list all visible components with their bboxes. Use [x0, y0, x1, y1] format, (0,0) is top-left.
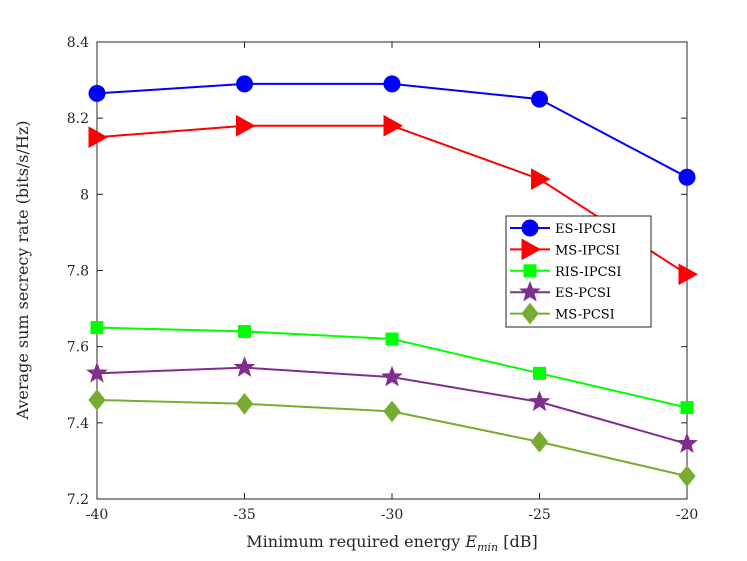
x-tick-label: -40 [86, 507, 109, 523]
data-point [676, 432, 698, 454]
data-point [233, 356, 256, 377]
data-point [381, 365, 403, 387]
data-point [531, 168, 551, 190]
legend-label: MS-IPCSI [555, 243, 620, 258]
data-point [235, 392, 254, 415]
data-point [88, 84, 106, 102]
y-axis-label: Average sum secrecy rate (bits/s/Hz) [13, 120, 32, 420]
y-tick-label: 8 [80, 187, 89, 203]
legend-label: RIS-IPCSI [555, 265, 622, 280]
data-point [383, 400, 401, 423]
series-ms-ipcsi [88, 114, 699, 286]
series-es-pcsi [86, 356, 698, 454]
y-tick-label: 7.8 [67, 264, 89, 280]
x-tick-label: -30 [381, 507, 404, 523]
x-axis-label: Minimum required energy Emin [dB] [246, 532, 537, 554]
data-point [678, 168, 696, 186]
data-point [238, 324, 251, 338]
y-tick-label: 7.4 [67, 416, 89, 432]
legend-marker [519, 280, 541, 302]
data-point [86, 361, 108, 383]
data-point [383, 75, 401, 93]
data-point [678, 465, 696, 487]
legend-label: MS-PCSI [555, 308, 615, 323]
data-point [678, 263, 699, 286]
legend: ES-IPCSI MS-IPCSI RIS-IPCSI ES-PCSI MS-PCSI [505, 215, 652, 328]
legend-marker [521, 302, 539, 325]
legend-item: ES-IPCSI [510, 219, 616, 237]
y-tick-label: 8.4 [67, 35, 89, 51]
series-layer [86, 75, 699, 487]
legend-marker [521, 219, 539, 237]
legend-marker [523, 264, 537, 278]
data-point [383, 114, 404, 137]
data-point [533, 366, 546, 380]
legend-item: ES-PCSI [510, 280, 611, 302]
data-point [528, 390, 551, 412]
data-point [530, 431, 549, 453]
legend-item: MS-IPCSI [510, 238, 620, 261]
legend-marker [521, 238, 542, 261]
axis-ticks: -40 -35 -30 -25 -20 7.2 7.4 7.6 7.8 8 8.2 8.4 [67, 35, 699, 523]
y-tick-label: 7.2 [67, 492, 89, 508]
data-point [90, 321, 104, 335]
legend-item: MS-PCSI [510, 302, 615, 325]
series-es-ipcsi [88, 75, 696, 186]
legend-item: RIS-IPCSI [510, 264, 622, 280]
data-point [88, 389, 106, 411]
x-tick-label: -35 [233, 507, 256, 523]
data-point [531, 90, 548, 108]
legend-label: ES-PCSI [555, 286, 611, 301]
data-point [236, 75, 253, 93]
data-point [385, 332, 399, 346]
series-ms-pcsi [88, 389, 696, 487]
series-ris-ipcsi [90, 321, 694, 415]
y-tick-label: 8.2 [67, 111, 89, 127]
legend-label: ES-IPCSI [555, 222, 616, 237]
data-point [88, 126, 109, 149]
data-point [680, 401, 694, 415]
data-point [236, 114, 256, 137]
x-tick-label: -20 [676, 507, 699, 523]
y-tick-label: 7.6 [67, 340, 89, 356]
x-tick-label: -25 [528, 507, 551, 523]
